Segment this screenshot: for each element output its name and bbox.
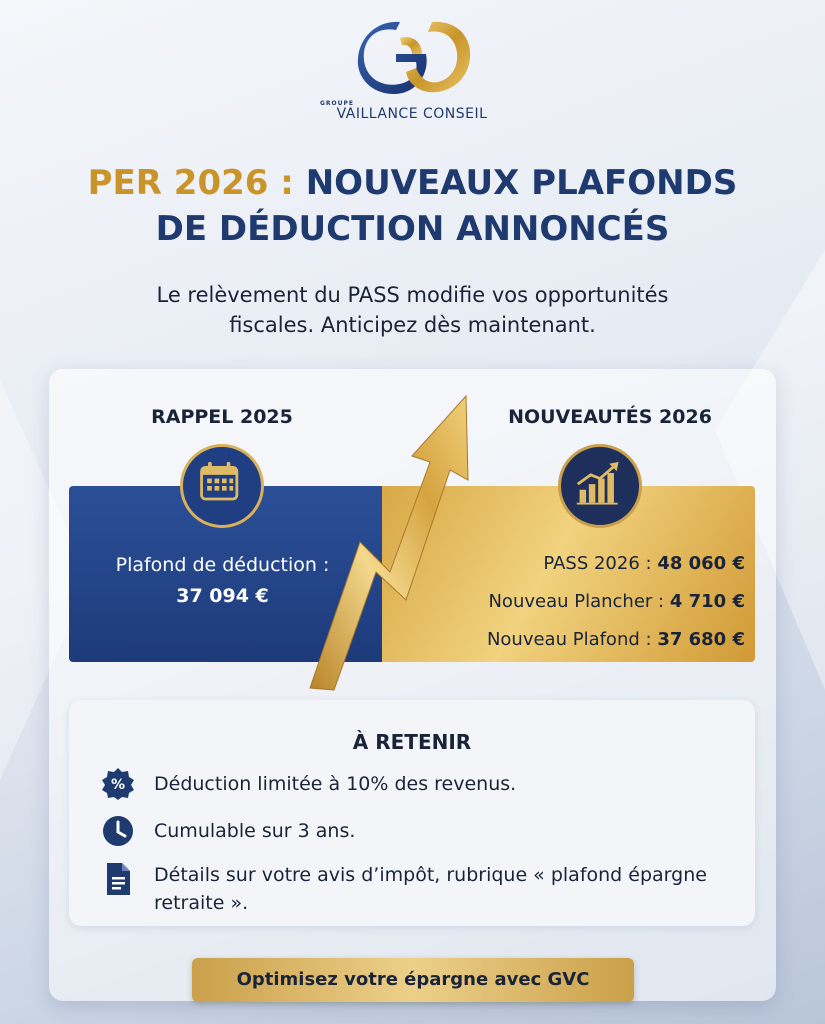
calendar-icon-circle xyxy=(180,444,264,528)
brand-logo: GROUPE VAILLANCE CONSEIL xyxy=(312,18,512,128)
page-title: PER 2026 : NOUVEAUX PLAFONDS DE DÉDUCTIO… xyxy=(0,160,825,252)
chart-icon-circle xyxy=(558,444,642,528)
subtitle: Le relèvement du PASS modifie vos opport… xyxy=(80,280,745,340)
chart-growth-icon xyxy=(576,461,619,505)
clock-icon xyxy=(103,816,133,846)
rappel-content: Plafond de déduction : 37 094 € xyxy=(90,550,355,612)
title-navy-part-1: NOUVEAUX PLAFONDS xyxy=(305,163,738,203)
plafond-label: Nouveau Plafond : xyxy=(486,629,652,650)
nouveautes-list: PASS 2026 : 48 060 € Nouveau Plancher : … xyxy=(440,545,745,659)
rappel-value: 37 094 € xyxy=(176,585,269,607)
nouveautes-row: PASS 2026 : 48 060 € xyxy=(440,545,745,583)
retenir-title: À RETENIR xyxy=(352,730,472,754)
subtitle-line-1: Le relèvement du PASS modifie vos opport… xyxy=(156,283,669,307)
nouveautes-title: NOUVEAUTÉS 2026 xyxy=(508,406,712,428)
rappel-label: Plafond de déduction : xyxy=(115,554,330,576)
title-navy-part-2: DE DÉDUCTION ANNONCÉS xyxy=(155,209,670,249)
rappel-title: RAPPEL 2025 xyxy=(151,406,293,428)
retenir-item-text: Cumulable sur 3 ans. xyxy=(154,820,356,842)
brand-group-label: GROUPE xyxy=(320,100,355,107)
pass-label: PASS 2026 : xyxy=(543,553,652,574)
retenir-item-text: Déduction limitée à 10% des revenus. xyxy=(154,773,517,795)
retenir-item-text: Détails sur votre avis d’impôt, rubrique… xyxy=(154,864,707,914)
plancher-value: 4 710 € xyxy=(669,591,745,612)
cta-button[interactable]: Optimisez votre épargne avec GVC xyxy=(192,958,634,1002)
subtitle-line-2: fiscales. Anticipez dès maintenant. xyxy=(229,313,596,337)
nouveautes-row: Nouveau Plafond : 37 680 € xyxy=(440,621,745,659)
plancher-label: Nouveau Plancher : xyxy=(488,591,665,612)
pass-value: 48 060 € xyxy=(657,553,745,574)
document-icon xyxy=(107,863,130,895)
plafond-value: 37 680 € xyxy=(657,629,745,650)
svg-text:%: % xyxy=(111,777,125,793)
nouveautes-row: Nouveau Plancher : 4 710 € xyxy=(440,583,745,621)
growth-arrow-icon xyxy=(309,394,469,691)
brand-name: VAILLANCE CONSEIL xyxy=(336,106,488,122)
gvc-logo-mark xyxy=(357,21,471,94)
nouveautes-box xyxy=(382,486,755,662)
retenir-card xyxy=(69,700,755,926)
percent-badge-icon: % xyxy=(102,768,134,800)
title-gold-part: PER 2026 : xyxy=(87,163,294,203)
calendar-icon xyxy=(200,461,239,501)
